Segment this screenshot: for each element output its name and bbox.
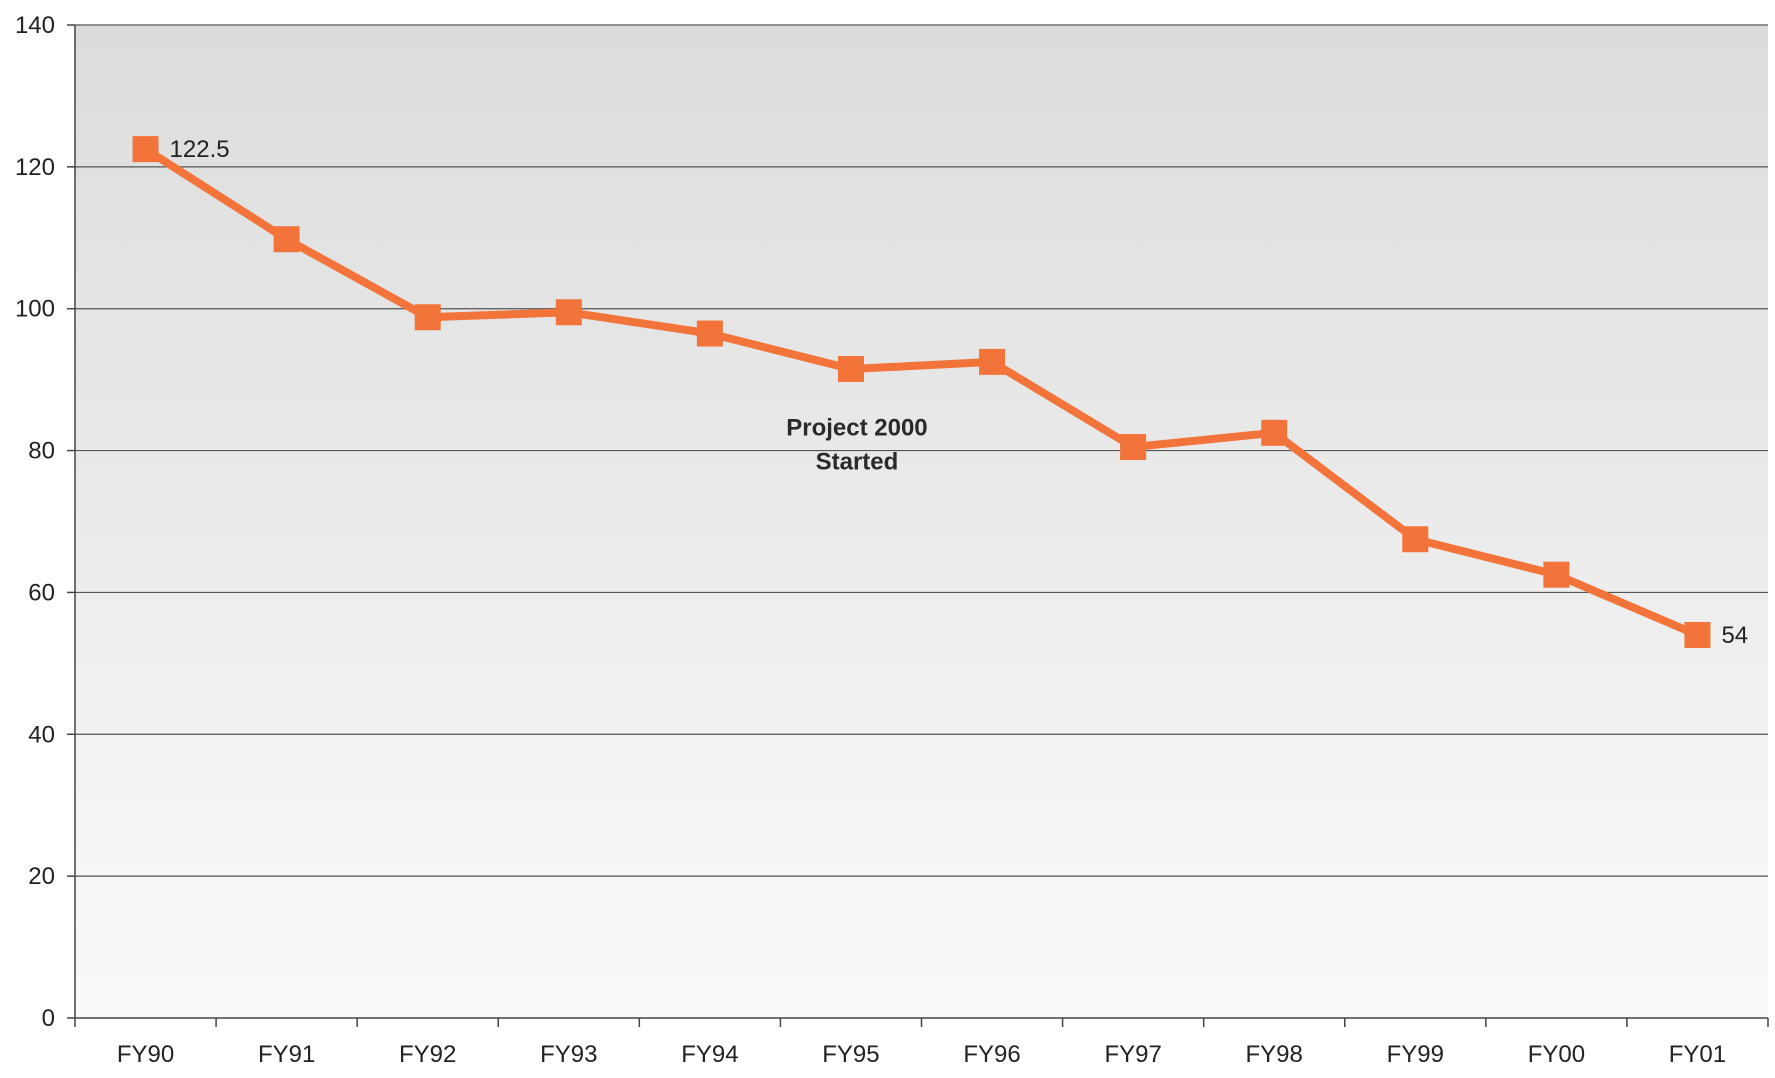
x-tick-label-fy98: FY98 xyxy=(1246,1041,1303,1068)
x-tick-label-fy92: FY92 xyxy=(399,1041,456,1068)
x-tick-label-fy96: FY96 xyxy=(963,1041,1020,1068)
data-labels: 122.5 54 xyxy=(170,136,1749,649)
y-tick-label-100: 100 xyxy=(15,296,55,323)
data-point-fy00 xyxy=(1543,561,1570,588)
data-point-fy92 xyxy=(414,304,441,331)
x-tick-label-fy95: FY95 xyxy=(822,1041,879,1068)
y-tick-label-80: 80 xyxy=(28,438,55,465)
x-tick-label-fy91: FY91 xyxy=(258,1041,315,1068)
annotation-0-line-1: Started xyxy=(816,449,899,476)
data-point-fy98 xyxy=(1261,419,1288,446)
data-label-fy01: 54 xyxy=(1721,622,1748,649)
data-point-fy96 xyxy=(979,348,1006,375)
y-tick-label-20: 20 xyxy=(28,863,55,890)
y-tick-label-120: 120 xyxy=(15,154,55,181)
gridlines xyxy=(75,24,1768,877)
data-point-fy93 xyxy=(555,299,582,326)
series-group xyxy=(132,136,1711,648)
annotations: Project 2000 Started xyxy=(786,415,927,476)
data-label-fy90: 122.5 xyxy=(170,136,230,163)
x-tick-label-fy99: FY99 xyxy=(1387,1041,1444,1068)
x-tick-label-fy94: FY94 xyxy=(681,1041,738,1068)
y-tick-label-40: 40 xyxy=(28,721,55,748)
x-tick-label-fy00: FY00 xyxy=(1528,1041,1585,1068)
y-axis-ticks: 0 20 40 60 80 100 120 140 xyxy=(15,12,75,1032)
x-axis-ticks: FY90 FY91 FY92 FY93 FY94 FY95 FY96 FY97 FY98 FY99… xyxy=(74,1018,1769,1068)
data-point-fy01 xyxy=(1684,621,1711,648)
y-tick-label-140: 140 xyxy=(15,12,55,39)
data-point-fy94 xyxy=(696,320,723,347)
x-tick-label-fy90: FY90 xyxy=(117,1041,174,1068)
x-tick-label-fy97: FY97 xyxy=(1104,1041,1161,1068)
annotation-0-line-0: Project 2000 xyxy=(786,415,927,442)
data-point-fy97 xyxy=(1120,434,1147,461)
plot-area-background xyxy=(75,25,1768,1018)
data-point-fy95 xyxy=(837,356,864,383)
x-tick-label-fy01: FY01 xyxy=(1669,1041,1726,1068)
y-tick-label-0: 0 xyxy=(42,1005,55,1032)
x-tick-label-fy93: FY93 xyxy=(540,1041,597,1068)
data-point-fy90 xyxy=(132,136,159,163)
data-point-fy99 xyxy=(1402,526,1429,553)
series-line-0 xyxy=(141,145,1702,639)
data-point-fy91 xyxy=(273,226,300,253)
y-tick-label-60: 60 xyxy=(28,579,55,606)
